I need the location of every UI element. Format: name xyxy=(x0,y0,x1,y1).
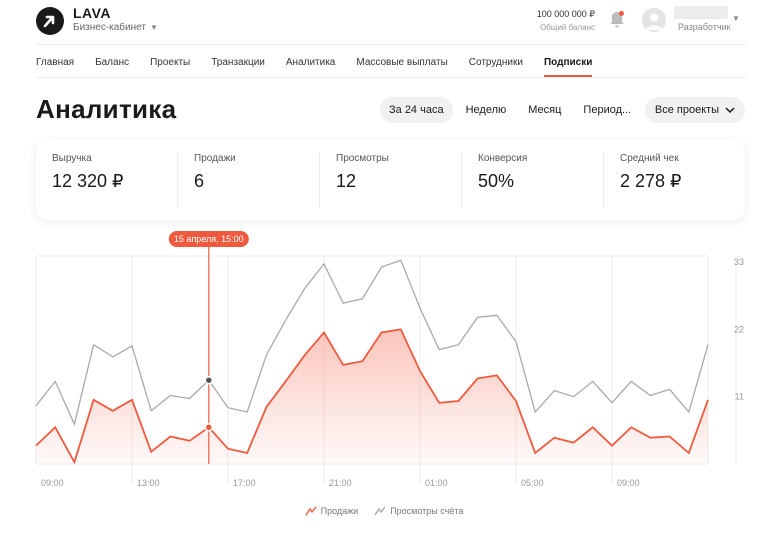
nav-item[interactable]: Массовые выплаты xyxy=(356,57,448,68)
nav-item[interactable]: Проекты xyxy=(150,57,191,68)
x-tick-label: 17:00 xyxy=(233,478,256,488)
stat-value: 12 xyxy=(336,171,357,191)
cabinet-label: Бизнес-кабинет xyxy=(73,22,146,33)
nav-item[interactable]: Подписки xyxy=(543,45,593,77)
header: LAVA Бизнес-кабинет ▼ 100 000 000 ₽ Общи… xyxy=(0,0,768,44)
chart-legend: Продажи Просмотры счёта xyxy=(0,506,768,516)
lava-logo-icon[interactable] xyxy=(36,7,64,35)
user-role: Разработчик xyxy=(678,22,731,32)
main-nav: Главная Баланс Проекты Транзакции Аналитика М… xyxy=(36,44,746,78)
page-title: Аналитика xyxy=(36,94,177,124)
stat-label: Средний чек xyxy=(620,153,679,164)
balance-label: Общий баланс xyxy=(540,23,595,32)
cabinet-switcher[interactable]: Бизнес-кабинет ▼ xyxy=(73,22,158,33)
line-icon xyxy=(305,506,317,516)
stat-block: Конверсия 50% xyxy=(461,152,603,208)
nav-item[interactable]: Сотрудники xyxy=(468,57,523,68)
sales-point xyxy=(204,423,214,432)
stat-value: 6 xyxy=(194,171,205,191)
stat-block: Средний чек 2 278 ₽ xyxy=(603,152,745,208)
x-tick-label: 05:00 xyxy=(521,478,544,488)
stat-value: 50% xyxy=(478,171,515,191)
x-tick-label: 13:00 xyxy=(137,478,160,488)
legend-views-label: Просмотры счёта xyxy=(390,506,464,516)
balance-value: 100 000 000 ₽ xyxy=(536,9,595,19)
sales-area xyxy=(36,329,708,464)
period-option[interactable]: Месяц xyxy=(528,104,562,116)
period-option[interactable]: Неделю xyxy=(465,104,507,116)
brand-name: LAVA xyxy=(73,5,112,21)
projects-select[interactable]: Все проекты xyxy=(645,97,745,123)
stat-block: Выручка 12 320 ₽ xyxy=(36,152,177,208)
tooltip-label: 15 апреля, 15:00 xyxy=(174,234,244,244)
stat-value: 12 320 ₽ xyxy=(52,171,124,191)
notification-dot xyxy=(619,11,624,16)
user-name-redacted xyxy=(674,6,728,19)
views-point xyxy=(204,375,214,385)
nav-item[interactable]: Баланс xyxy=(95,57,130,68)
stat-label: Просмотры xyxy=(336,153,389,164)
stat-label: Выручка xyxy=(52,153,92,164)
tooltip-badge xyxy=(168,231,249,247)
legend-sales[interactable]: Продажи xyxy=(305,506,359,516)
legend-views[interactable]: Просмотры счёта xyxy=(374,506,463,516)
chevron-down-icon[interactable]: ▼ xyxy=(732,14,740,23)
x-tick-label: 01:00 xyxy=(425,478,448,488)
notifications-bell-icon[interactable] xyxy=(608,10,626,30)
chevron-down-icon: ▼ xyxy=(149,23,158,32)
nav-item[interactable]: Главная xyxy=(36,57,75,68)
projects-select-label: Все проекты xyxy=(654,104,720,116)
x-tick-label: 09:00 xyxy=(617,478,640,488)
x-tick-label: 09:00 xyxy=(41,478,64,488)
period-switcher: За 24 часа Неделю Месяц Период... xyxy=(380,97,640,123)
stat-label: Продажи xyxy=(194,153,236,164)
chevron-down-icon xyxy=(725,107,735,113)
period-option[interactable]: За 24 часа xyxy=(380,97,453,123)
stat-value: 2 278 ₽ xyxy=(620,171,682,191)
nav-item[interactable]: Транзакции xyxy=(211,57,265,68)
y-tick-label: 33 xyxy=(734,257,744,267)
total-balance: 100 000 000 ₽ Общий баланс xyxy=(537,9,595,32)
legend-sales-label: Продажи xyxy=(320,506,359,516)
stat-label: Конверсия xyxy=(478,153,528,164)
y-tick-label: 22 xyxy=(734,324,744,334)
period-option[interactable]: Период... xyxy=(583,104,632,116)
stat-block: Просмотры 12 xyxy=(319,152,461,208)
line-icon xyxy=(374,506,386,516)
x-tick-label: 21:00 xyxy=(329,478,352,488)
views-line xyxy=(35,259,709,427)
y-tick-label: 11 xyxy=(735,392,744,402)
sales-line xyxy=(35,328,709,465)
avatar[interactable] xyxy=(642,8,666,32)
analytics-chart: 11 22 33 09:00 13:00 17:00 21:00 01:00 05:00 09:0… xyxy=(0,226,768,526)
chart-svg: 11 22 33 09:00 13:00 17:00 21:00 01:00 05:00 09:0… xyxy=(35,231,744,488)
stat-block: Продажи 6 xyxy=(177,152,319,208)
nav-item[interactable]: Аналитика xyxy=(285,57,336,68)
stats-card: Выручка 12 320 ₽ Продажи 6 Просмотры 12 Конвер… xyxy=(36,140,745,220)
